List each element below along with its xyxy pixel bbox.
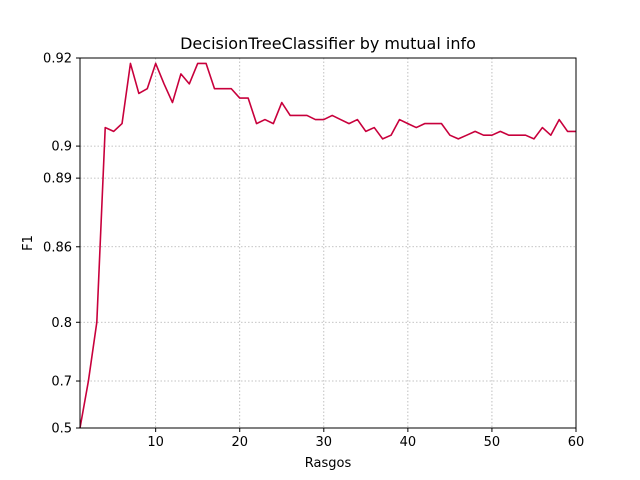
y-tick-label: 0.89 xyxy=(43,172,72,187)
plot-frame xyxy=(79,57,577,429)
y-tick-label: 0.86 xyxy=(43,240,72,255)
series-line xyxy=(79,62,576,429)
y-axis-label: F1 xyxy=(21,235,36,251)
x-tick-label: 30 xyxy=(316,435,333,450)
y-ticks: 0.5 0.7 0.8 0.86 0.89 0.9 0.92 xyxy=(43,52,80,437)
x-tick-label: 10 xyxy=(147,435,164,450)
x-tick-label: 20 xyxy=(231,435,248,450)
y-tick-label: 0.9 xyxy=(51,140,72,155)
x-ticks: 10 20 30 40 50 60 xyxy=(147,428,584,450)
x-tick-label: 60 xyxy=(568,435,585,450)
x-tick-label: 40 xyxy=(400,435,417,450)
y-tick-label: 0.7 xyxy=(51,375,72,390)
x-axis-label: Rasgos xyxy=(305,456,352,471)
line-layer xyxy=(79,62,576,429)
x-tick-label: 50 xyxy=(484,435,501,450)
y-tick-label: 0.92 xyxy=(43,52,72,67)
y-tick-label: 0.8 xyxy=(51,316,72,331)
chart-title: DecisionTreeClassifier by mutual info xyxy=(180,34,476,53)
y-tick-label: 0.5 xyxy=(51,422,72,437)
